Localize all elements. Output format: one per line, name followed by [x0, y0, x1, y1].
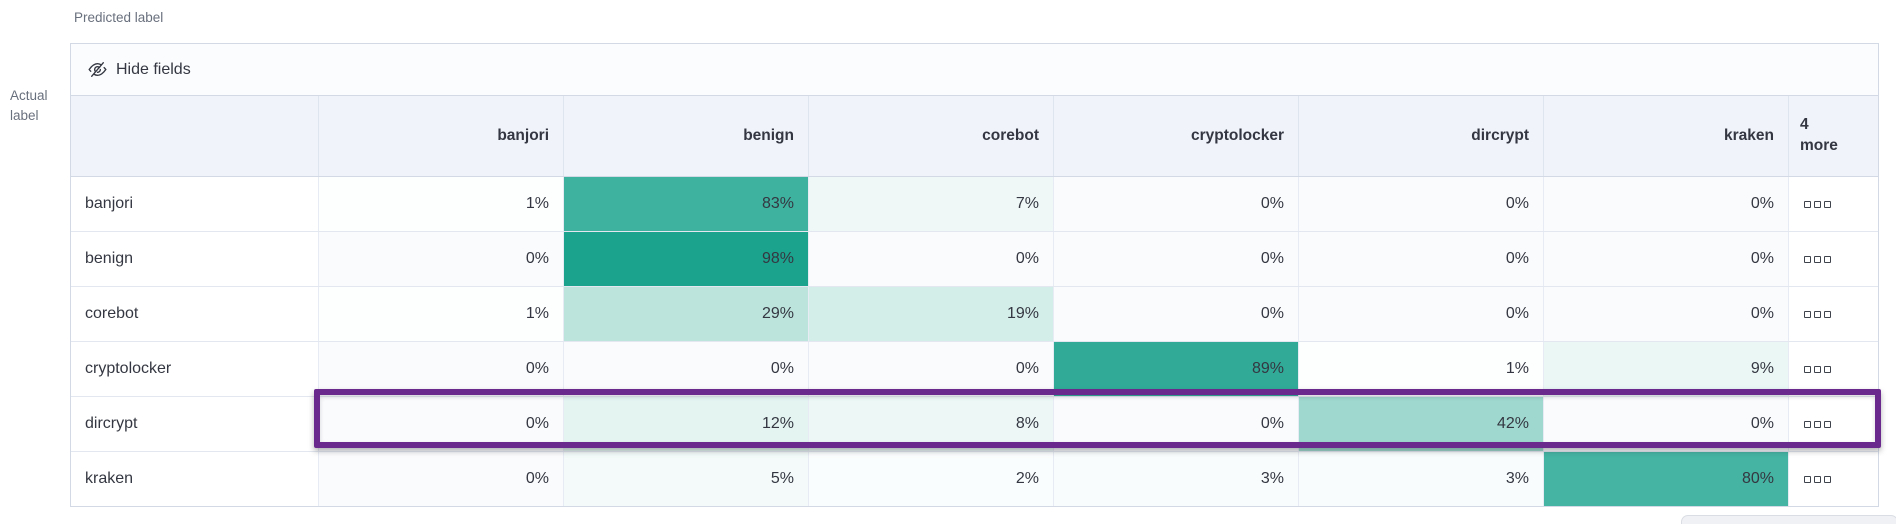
- cell-dircrypt-banjori[interactable]: 0%: [318, 397, 563, 451]
- column-header-banjori[interactable]: banjori: [318, 96, 563, 176]
- row-label-banjori[interactable]: banjori: [71, 177, 318, 231]
- cell-kraken-banjori[interactable]: 0%: [318, 452, 563, 506]
- cell-kraken-cryptolocker[interactable]: 3%: [1053, 452, 1298, 506]
- row-overflow-cell-cryptolocker: [1788, 342, 1878, 396]
- cell-benign-dircrypt[interactable]: 0%: [1298, 232, 1543, 286]
- cell-banjori-kraken[interactable]: 0%: [1543, 177, 1788, 231]
- column-header-more[interactable]: 4 more: [1788, 96, 1878, 176]
- cell-benign-cryptolocker[interactable]: 0%: [1053, 232, 1298, 286]
- boxes-horizontal-icon[interactable]: [1802, 474, 1833, 485]
- row-benign: benign 0% 98% 0% 0% 0% 0%: [71, 232, 1878, 287]
- row-overflow-cell-kraken: [1788, 452, 1878, 506]
- boxes-horizontal-icon[interactable]: [1802, 254, 1833, 265]
- row-label-benign[interactable]: benign: [71, 232, 318, 286]
- cell-corebot-kraken[interactable]: 0%: [1543, 287, 1788, 341]
- cell-corebot-corebot[interactable]: 19%: [808, 287, 1053, 341]
- cell-banjori-dircrypt[interactable]: 0%: [1298, 177, 1543, 231]
- cell-kraken-kraken[interactable]: 80%: [1543, 452, 1788, 506]
- row-overflow-cell-benign: [1788, 232, 1878, 286]
- cell-kraken-benign[interactable]: 5%: [563, 452, 808, 506]
- row-overflow-cell-corebot: [1788, 287, 1878, 341]
- row-cryptolocker: cryptolocker 0% 0% 0% 89% 1% 9%: [71, 342, 1878, 397]
- cell-benign-kraken[interactable]: 0%: [1543, 232, 1788, 286]
- cell-kraken-dircrypt[interactable]: 3%: [1298, 452, 1543, 506]
- grid-body: banjori 1% 83% 7% 0% 0% 0% benign 0% 98% 0% 0% 0% 0% c…: [71, 177, 1878, 506]
- cell-cryptolocker-benign[interactable]: 0%: [563, 342, 808, 396]
- row-kraken: kraken 0% 5% 2% 3% 3% 80%: [71, 452, 1878, 506]
- column-header-row: banjori benign corebot cryptolocker dircrypt…: [71, 96, 1878, 177]
- row-label-dircrypt[interactable]: dircrypt: [71, 397, 318, 451]
- grid-toolbar: Hide fields: [71, 44, 1878, 96]
- cell-cryptolocker-dircrypt[interactable]: 1%: [1298, 342, 1543, 396]
- cell-cryptolocker-corebot[interactable]: 0%: [808, 342, 1053, 396]
- eye-slash-icon: [88, 60, 107, 79]
- actual-label-axis-title: Actual label: [10, 88, 48, 123]
- corner-header-cell: [71, 96, 318, 176]
- row-overflow-cell-banjori: [1788, 177, 1878, 231]
- cell-dircrypt-corebot[interactable]: 8%: [808, 397, 1053, 451]
- cell-dircrypt-kraken[interactable]: 0%: [1543, 397, 1788, 451]
- row-label-corebot[interactable]: corebot: [71, 287, 318, 341]
- cell-corebot-banjori[interactable]: 1%: [318, 287, 563, 341]
- cell-dircrypt-cryptolocker[interactable]: 0%: [1053, 397, 1298, 451]
- row-overflow-cell-dircrypt: [1788, 397, 1878, 451]
- cell-banjori-cryptolocker[interactable]: 0%: [1053, 177, 1298, 231]
- cell-banjori-corebot[interactable]: 7%: [808, 177, 1053, 231]
- cell-corebot-cryptolocker[interactable]: 0%: [1053, 287, 1298, 341]
- boxes-horizontal-icon[interactable]: [1802, 309, 1833, 320]
- row-banjori: banjori 1% 83% 7% 0% 0% 0%: [71, 177, 1878, 232]
- cell-dircrypt-dircrypt[interactable]: 42%: [1298, 397, 1543, 451]
- cell-dircrypt-benign[interactable]: 12%: [563, 397, 808, 451]
- row-dircrypt: dircrypt 0% 12% 8% 0% 42% 0%: [71, 397, 1878, 452]
- cell-corebot-benign[interactable]: 29%: [563, 287, 808, 341]
- hide-fields-button[interactable]: Hide fields: [88, 60, 191, 79]
- cell-benign-banjori[interactable]: 0%: [318, 232, 563, 286]
- boxes-horizontal-icon[interactable]: [1802, 364, 1833, 375]
- column-header-dircrypt[interactable]: dircrypt: [1298, 96, 1543, 176]
- column-header-benign[interactable]: benign: [563, 96, 808, 176]
- predicted-label-axis-title: Predicted label: [74, 10, 164, 25]
- row-corebot: corebot 1% 29% 19% 0% 0% 0%: [71, 287, 1878, 342]
- boxes-horizontal-icon[interactable]: [1802, 419, 1833, 430]
- boxes-horizontal-icon[interactable]: [1802, 199, 1833, 210]
- row-label-cryptolocker[interactable]: cryptolocker: [71, 342, 318, 396]
- column-header-cryptolocker[interactable]: cryptolocker: [1053, 96, 1298, 176]
- hide-fields-label: Hide fields: [116, 60, 191, 78]
- cell-banjori-banjori[interactable]: 1%: [318, 177, 563, 231]
- cell-cryptolocker-banjori[interactable]: 0%: [318, 342, 563, 396]
- cell-banjori-benign[interactable]: 83%: [563, 177, 808, 231]
- cell-cryptolocker-cryptolocker[interactable]: 89%: [1053, 342, 1298, 396]
- confusion-matrix-grid: Hide fields banjori benign corebot cryptolo…: [70, 43, 1879, 507]
- cell-corebot-dircrypt[interactable]: 0%: [1298, 287, 1543, 341]
- cell-kraken-corebot[interactable]: 2%: [808, 452, 1053, 506]
- cell-cryptolocker-kraken[interactable]: 9%: [1543, 342, 1788, 396]
- cell-benign-corebot[interactable]: 0%: [808, 232, 1053, 286]
- horizontal-scrollbar[interactable]: [1681, 515, 1896, 524]
- column-header-corebot[interactable]: corebot: [808, 96, 1053, 176]
- row-label-kraken[interactable]: kraken: [71, 452, 318, 506]
- column-header-kraken[interactable]: kraken: [1543, 96, 1788, 176]
- cell-benign-benign[interactable]: 98%: [563, 232, 808, 286]
